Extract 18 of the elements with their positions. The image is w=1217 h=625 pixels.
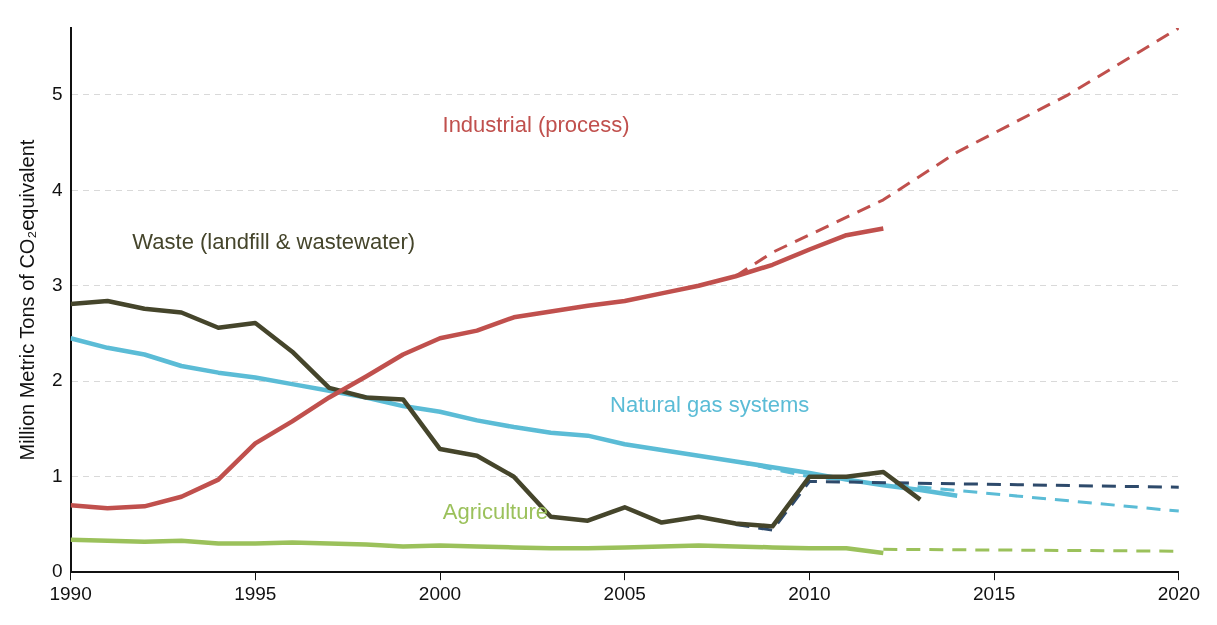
x-tick-label: 2005	[603, 582, 646, 604]
x-tick-label: 1990	[49, 582, 92, 604]
y-tick-label: 0	[51, 560, 63, 582]
x-tick-label: 1995	[234, 582, 277, 604]
series-label: Natural gas systems	[610, 392, 810, 418]
x-tick-label: 2000	[418, 582, 462, 604]
x-tick-label: 2015	[973, 582, 1016, 604]
x-tick-label: 2010	[788, 582, 831, 604]
text: Waste (landfill & wastewater)	[132, 228, 416, 254]
y-tick-label: 3	[51, 274, 63, 296]
y-tick-label: 5	[51, 83, 63, 105]
x-tick-label: 2020	[1157, 582, 1201, 604]
y-tick-label: 2	[51, 369, 63, 391]
y-tick-label: 1	[51, 464, 63, 486]
text: Industrial (process)	[442, 112, 630, 138]
y-axis-title: Million Metric Tons of CO₂equivalent	[15, 139, 38, 461]
y-tick-label: 4	[51, 178, 63, 200]
series-label: Agriculture	[442, 499, 548, 525]
